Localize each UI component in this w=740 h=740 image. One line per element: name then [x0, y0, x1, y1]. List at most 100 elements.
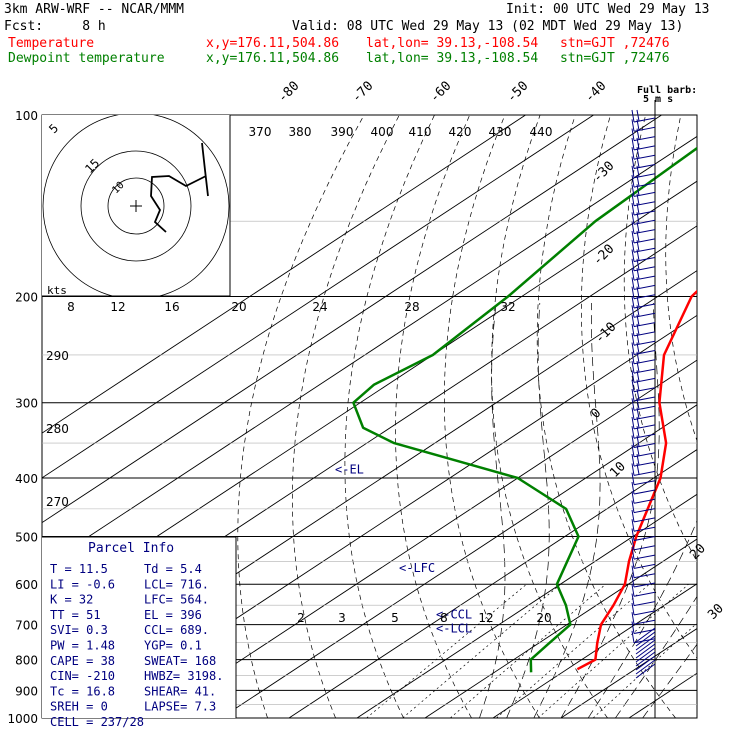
mixing-ratio-label: 20 [536, 611, 551, 625]
ccl-annotation: <-CCL [436, 607, 472, 621]
thetae-label: 8 [67, 300, 75, 314]
parcel-param-left: PW = 1.48 [50, 639, 115, 653]
model-title: 3km ARW-WRF -- NCAR/MMM [4, 2, 185, 17]
theta-side-label: 270 [46, 495, 69, 509]
isotherm-line [42, 115, 594, 718]
sounding-series [352, 146, 697, 673]
wind-barb [631, 565, 656, 579]
temperature-legend-xy: x,y=176.11,504.86 [206, 36, 340, 51]
wind-barb [631, 481, 656, 495]
parcel-param-left: LI = -0.6 [50, 577, 115, 591]
wind-barb [635, 627, 656, 643]
wind-barb [631, 556, 656, 569]
theta-side-label: 290 [46, 349, 69, 363]
isotherm-line [152, 115, 697, 718]
wind-barb [631, 463, 656, 476]
parcel-param-right: YGP= 0.1 [144, 639, 202, 653]
wind-barb [631, 593, 656, 607]
dewpoint-legend-latlon: lat,lon= 39.13,-108.54 [366, 51, 539, 66]
hodograph-trace [150, 142, 209, 233]
wind-barb [631, 472, 656, 486]
dewpoint-legend-label: Dewpoint temperature [8, 51, 165, 66]
wind-barb [635, 659, 656, 675]
mixing-ratio-label: 2 [297, 611, 305, 625]
wind-barb [631, 547, 656, 560]
wind-barb [631, 500, 656, 514]
wind-barb [631, 537, 656, 551]
mixing-ratio-label: 3 [338, 611, 346, 625]
parcel-param-right: CCL= 689. [144, 623, 209, 637]
parcel-info-box: Parcel Info T = 11.5 Td = 5.4 LI = -0.6 LCL=… [42, 536, 237, 729]
wind-barb [631, 612, 656, 625]
hodograph-ring [107, 177, 165, 235]
wind-barb [631, 584, 656, 597]
mixing-ratio-label: 5 [391, 611, 399, 625]
parcel-param-left: T = 11.5 [50, 562, 108, 576]
isotherm-line [42, 115, 526, 718]
isotherm-line [492, 115, 697, 718]
init-time: Init: 00 UTC Wed 29 May 13 [506, 2, 710, 17]
isotherm-line [424, 115, 697, 718]
parcel-param-right: Td = 5.4 [144, 562, 202, 576]
wind-barb [635, 631, 656, 647]
moist-adiabat [533, 302, 601, 718]
moist-adiabat [615, 302, 697, 718]
pressure-tick-label: 700 [15, 619, 38, 633]
pressure-tick-label: 400 [15, 472, 38, 486]
pressure-tick-label: 800 [15, 654, 38, 668]
wind-barb [631, 630, 656, 644]
wind-barb [635, 647, 656, 663]
thetae-label: 28 [404, 300, 419, 314]
parcel-param-left: CELL = 237/28 [50, 715, 144, 729]
theta-label: 410 [409, 125, 432, 139]
parcel-param-left: CIN= -210 [50, 669, 115, 683]
parcel-param-left: SVI= 0.3 [50, 623, 108, 637]
moist-adiabat [560, 302, 660, 718]
isotherm-line [356, 115, 697, 718]
wind-barb [631, 491, 656, 504]
moist-adiabat [642, 302, 697, 718]
pressure-tick-label: 1000 [7, 712, 38, 726]
forecast-hour: Fcst: 8 h [4, 19, 106, 34]
theta-label: 380 [289, 125, 312, 139]
el-annotation: <-EL [335, 462, 364, 476]
isotherm-line [42, 115, 697, 718]
moist-adiabat [587, 302, 697, 718]
wind-barb [635, 655, 656, 671]
isotherm-line [42, 115, 697, 718]
wind-barb [631, 602, 656, 616]
barb-key-line2: 5 m s [643, 94, 674, 105]
pressure-tick-label: 900 [15, 684, 38, 698]
moist-adiabat [479, 302, 506, 718]
temperature-legend-label: Temperature [8, 36, 95, 51]
barb-key-line1: Full barb: [637, 85, 698, 96]
dewpoint-legend-stn: stn=GJT ,72476 [560, 51, 670, 66]
pressure-tick-label: 100 [15, 109, 38, 123]
dewpoint-legend-xy: x,y=176.11,504.86 [206, 51, 340, 66]
isotherm-line [84, 115, 697, 718]
parcel-param-right: LAPSE= 7.3 [144, 700, 216, 714]
theta-label: 420 [449, 125, 472, 139]
parcel-param-right: HWBZ= 3198. [144, 669, 223, 683]
pressure-tick-label: 500 [15, 530, 38, 544]
wind-barb [635, 663, 656, 679]
theta-label: 400 [371, 125, 394, 139]
wind-barb [635, 651, 656, 667]
wind-barb [635, 643, 656, 659]
wind-barb [631, 519, 656, 532]
lfc-annotation: <-LFC [399, 561, 435, 575]
parcel-param-right: SHEAR= 41. [144, 684, 216, 698]
temperature-legend-latlon: lat,lon= 39.13,-108.54 [366, 36, 539, 51]
thetae-label: 32 [500, 300, 515, 314]
mixing-ratio-line [496, 583, 650, 718]
wind-barb [635, 635, 656, 651]
theta-label: 440 [530, 125, 553, 139]
parcel-info-panel [42, 537, 236, 718]
hodograph-unit: kts [47, 284, 67, 297]
isotherm-line [42, 115, 662, 718]
theta-label: 390 [331, 125, 354, 139]
parcel-param-left: K = 32 [50, 593, 93, 607]
mixing-ratio-label: 8 [440, 611, 448, 625]
